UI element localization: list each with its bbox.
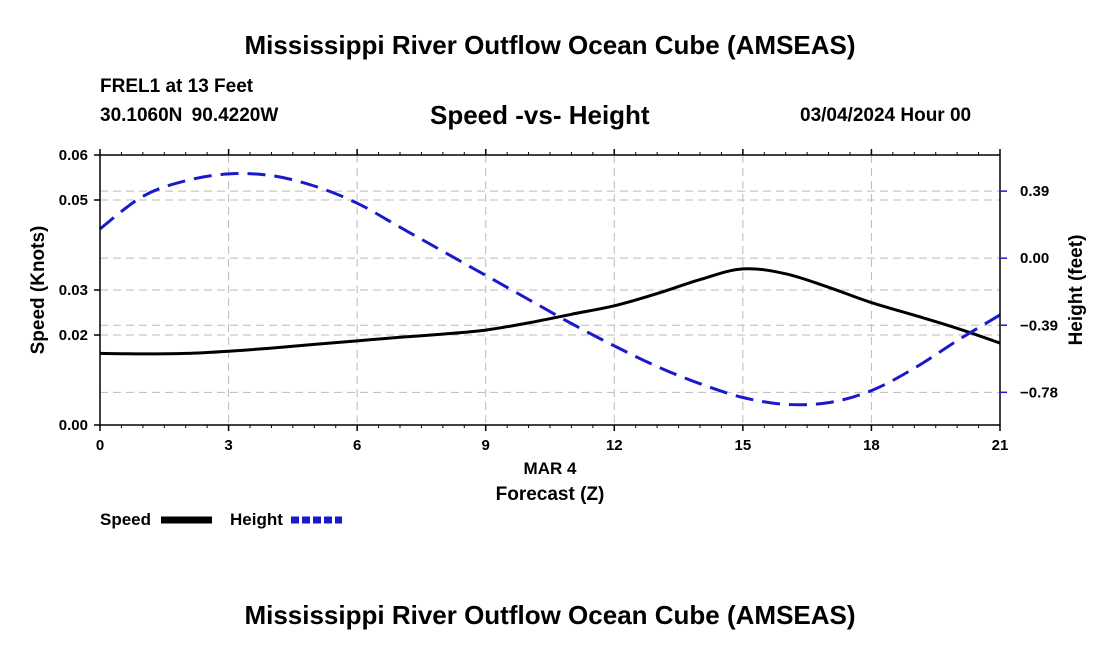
x-tick-label: 15 xyxy=(735,437,752,454)
legend-label-speed: Speed xyxy=(100,510,151,529)
x-tick-label: 6 xyxy=(353,437,361,454)
station-coordinates: 30.1060N 90.4220W xyxy=(100,105,279,126)
x-tick-label: 0 xyxy=(96,437,104,454)
x-tick-label: 3 xyxy=(224,437,232,454)
speed-series-line xyxy=(99,267,1001,356)
x-tick-label: 21 xyxy=(992,437,1009,454)
x-tick-label: 12 xyxy=(606,437,623,454)
y2-tick-label: 0.00 xyxy=(1020,250,1049,267)
y2-tick-label: −0.78 xyxy=(1020,384,1058,401)
y-tick-label: 0.06 xyxy=(59,147,88,164)
station-label: FREL1 at 13 Feet xyxy=(100,76,254,97)
axis-ticks xyxy=(94,149,1007,431)
chart-legend: Speed Height xyxy=(100,510,342,529)
y2-tick-label: 0.39 xyxy=(1020,183,1049,200)
y2-tick-label: −0.39 xyxy=(1020,317,1058,334)
y-tick-label: 0.02 xyxy=(59,327,88,344)
footer-title: Mississippi River Outflow Ocean Cube (AM… xyxy=(244,600,856,630)
chart-title: Speed -vs- Height xyxy=(430,100,650,130)
y-tick-label: 0.00 xyxy=(59,417,88,434)
x-tick-label: 18 xyxy=(863,437,880,454)
y-tick-label: 0.05 xyxy=(59,192,88,209)
grid-lines xyxy=(100,155,1000,425)
forecast-datetime: 03/04/2024 Hour 00 xyxy=(800,105,972,126)
y2-axis-label: Height (feet) xyxy=(1066,235,1087,346)
main-title: Mississippi River Outflow Ocean Cube (AM… xyxy=(244,30,856,60)
legend-label-height: Height xyxy=(230,510,283,529)
y-tick-label: 0.03 xyxy=(59,282,88,299)
axis-labels: 0 3 6 9 12 15 18 21 0.00 0.02 0.03 0.05 0.06 0.39 0.00… xyxy=(28,147,1087,505)
y-axis-label: Speed (Knots) xyxy=(28,226,49,355)
height-series-line xyxy=(99,172,1001,407)
x-tick-label: 9 xyxy=(482,437,490,454)
series-lines xyxy=(99,172,1001,407)
x-axis-sublabel: MAR 4 xyxy=(524,459,577,478)
x-axis-label: Forecast (Z) xyxy=(496,484,605,505)
